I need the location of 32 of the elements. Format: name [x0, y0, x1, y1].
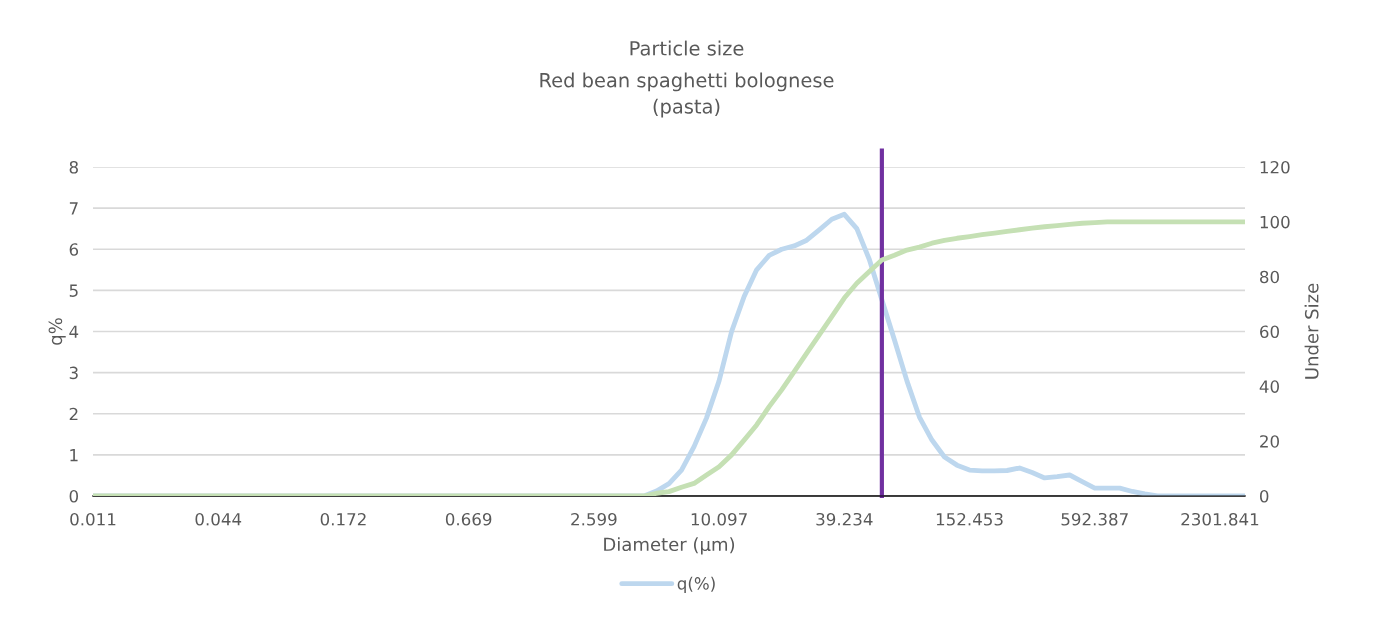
y-tick-label: 5	[69, 284, 78, 297]
y-tick-label: 7	[69, 202, 78, 215]
y2-tick-label: 100	[1260, 215, 1290, 229]
y2-tick-label: 60	[1260, 325, 1279, 339]
y2-tick-label: 40	[1259, 380, 1279, 393]
y-tick-label: 6	[69, 243, 79, 256]
y-axis-title: q%	[48, 318, 66, 345]
legend-label: q(%)	[677, 576, 715, 593]
y2-tick-label: 20	[1260, 435, 1279, 448]
x-tick-label: 152.453	[936, 512, 1003, 526]
x-tick-label: 39.234	[816, 512, 873, 526]
x-tick-label: 10.097	[691, 512, 747, 526]
x-axis-title: Diameter (µm)	[604, 537, 735, 555]
x-tick-label: 2.599	[571, 512, 617, 526]
y2-axis-title: Under Size	[1304, 283, 1319, 379]
y-tick-label: 8	[69, 160, 78, 174]
x-tick-label: 0.172	[320, 512, 366, 526]
y2-tick-label: 80	[1260, 270, 1279, 284]
y-tick-label: 3	[69, 366, 78, 380]
y2-tick-label: 0	[1259, 489, 1269, 503]
chart-title: Particle size	[630, 40, 744, 56]
x-tick-label: 0.669	[445, 512, 492, 526]
x-tick-label: 0.044	[195, 512, 242, 526]
y-tick-label: 2	[69, 407, 78, 421]
y2-tick-label: 120	[1260, 160, 1290, 174]
x-tick-label: 2301.841	[1181, 512, 1259, 526]
x-tick-label: 0.011	[70, 512, 116, 526]
x-tick-label: 592.387	[1061, 512, 1128, 526]
chart-subtitle: Red bean spaghetti bolognese (pasta)	[540, 72, 834, 118]
y-tick-label: 4	[69, 325, 79, 338]
y-tick-label: 0	[69, 489, 78, 503]
y-tick-label: 1	[70, 449, 78, 462]
